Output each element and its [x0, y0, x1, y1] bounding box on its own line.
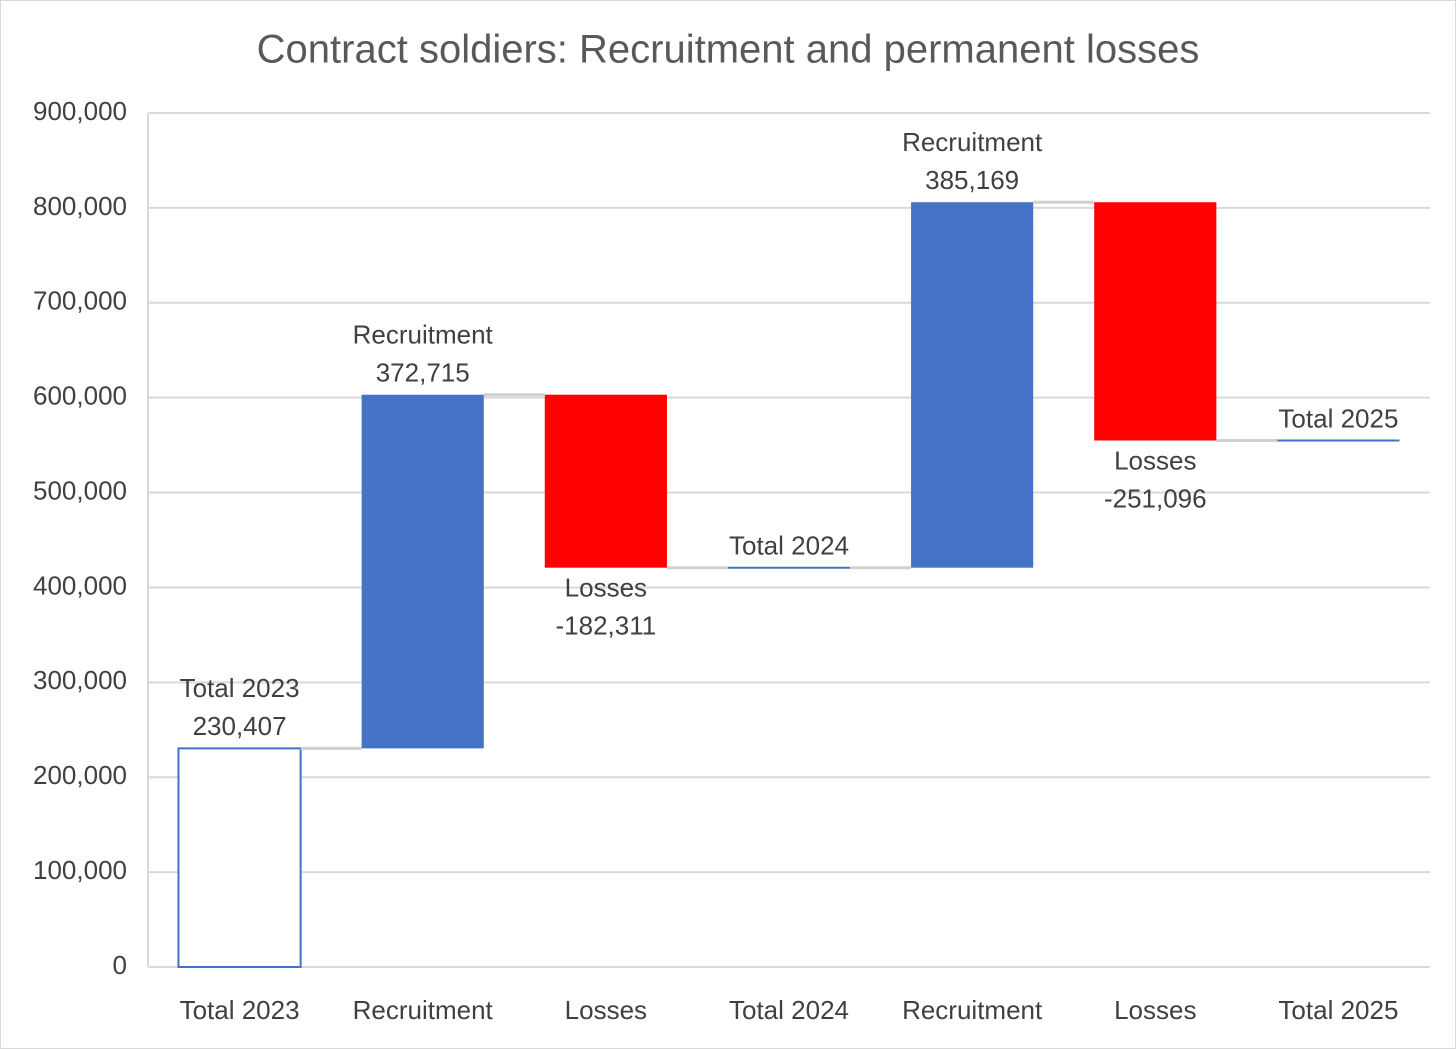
data-label-name: Recruitment: [902, 127, 1043, 157]
bar: [361, 394, 484, 749]
data-label: -251,096: [1104, 483, 1207, 513]
bar: [177, 747, 302, 969]
y-tick-label: 100,000: [33, 855, 127, 885]
bar: [1094, 202, 1217, 441]
data-label: -182,311: [555, 611, 656, 641]
x-tick-label: Total 2024: [729, 995, 849, 1025]
data-label-name: Losses: [565, 573, 647, 603]
x-tick-label: Recruitment: [353, 995, 494, 1025]
y-tick-label: 0: [113, 950, 127, 980]
y-tick-label: 300,000: [33, 665, 127, 695]
x-tick-label: Total 2023: [180, 995, 300, 1025]
data-label: 372,715: [376, 358, 470, 388]
data-label-name: Losses: [1114, 445, 1196, 475]
y-tick-label: 600,000: [33, 381, 127, 411]
x-tick-label: Total 2025: [1278, 995, 1398, 1025]
x-tick-label: Recruitment: [902, 995, 1043, 1025]
y-tick-label: 400,000: [33, 570, 127, 600]
data-label: 230,407: [193, 711, 287, 741]
bar: [544, 394, 667, 568]
x-tick-label: Losses: [1114, 995, 1196, 1025]
x-tick-label: Losses: [565, 995, 647, 1025]
y-tick-label: 800,000: [33, 191, 127, 221]
data-label-name: Total 2024: [729, 531, 849, 561]
data-label: 385,169: [925, 165, 1019, 195]
data-label-name: Total 2025: [1278, 403, 1398, 433]
bar: [911, 202, 1034, 568]
y-tick-label: 200,000: [33, 760, 127, 790]
data-label-name: Total 2023: [180, 673, 300, 703]
y-tick-label: 500,000: [33, 475, 127, 505]
y-tick-label: 900,000: [33, 96, 127, 126]
y-tick-label: 700,000: [33, 286, 127, 316]
chart-title: Contract soldiers: Recruitment and perma…: [257, 28, 1200, 72]
data-label-name: Recruitment: [353, 320, 494, 350]
